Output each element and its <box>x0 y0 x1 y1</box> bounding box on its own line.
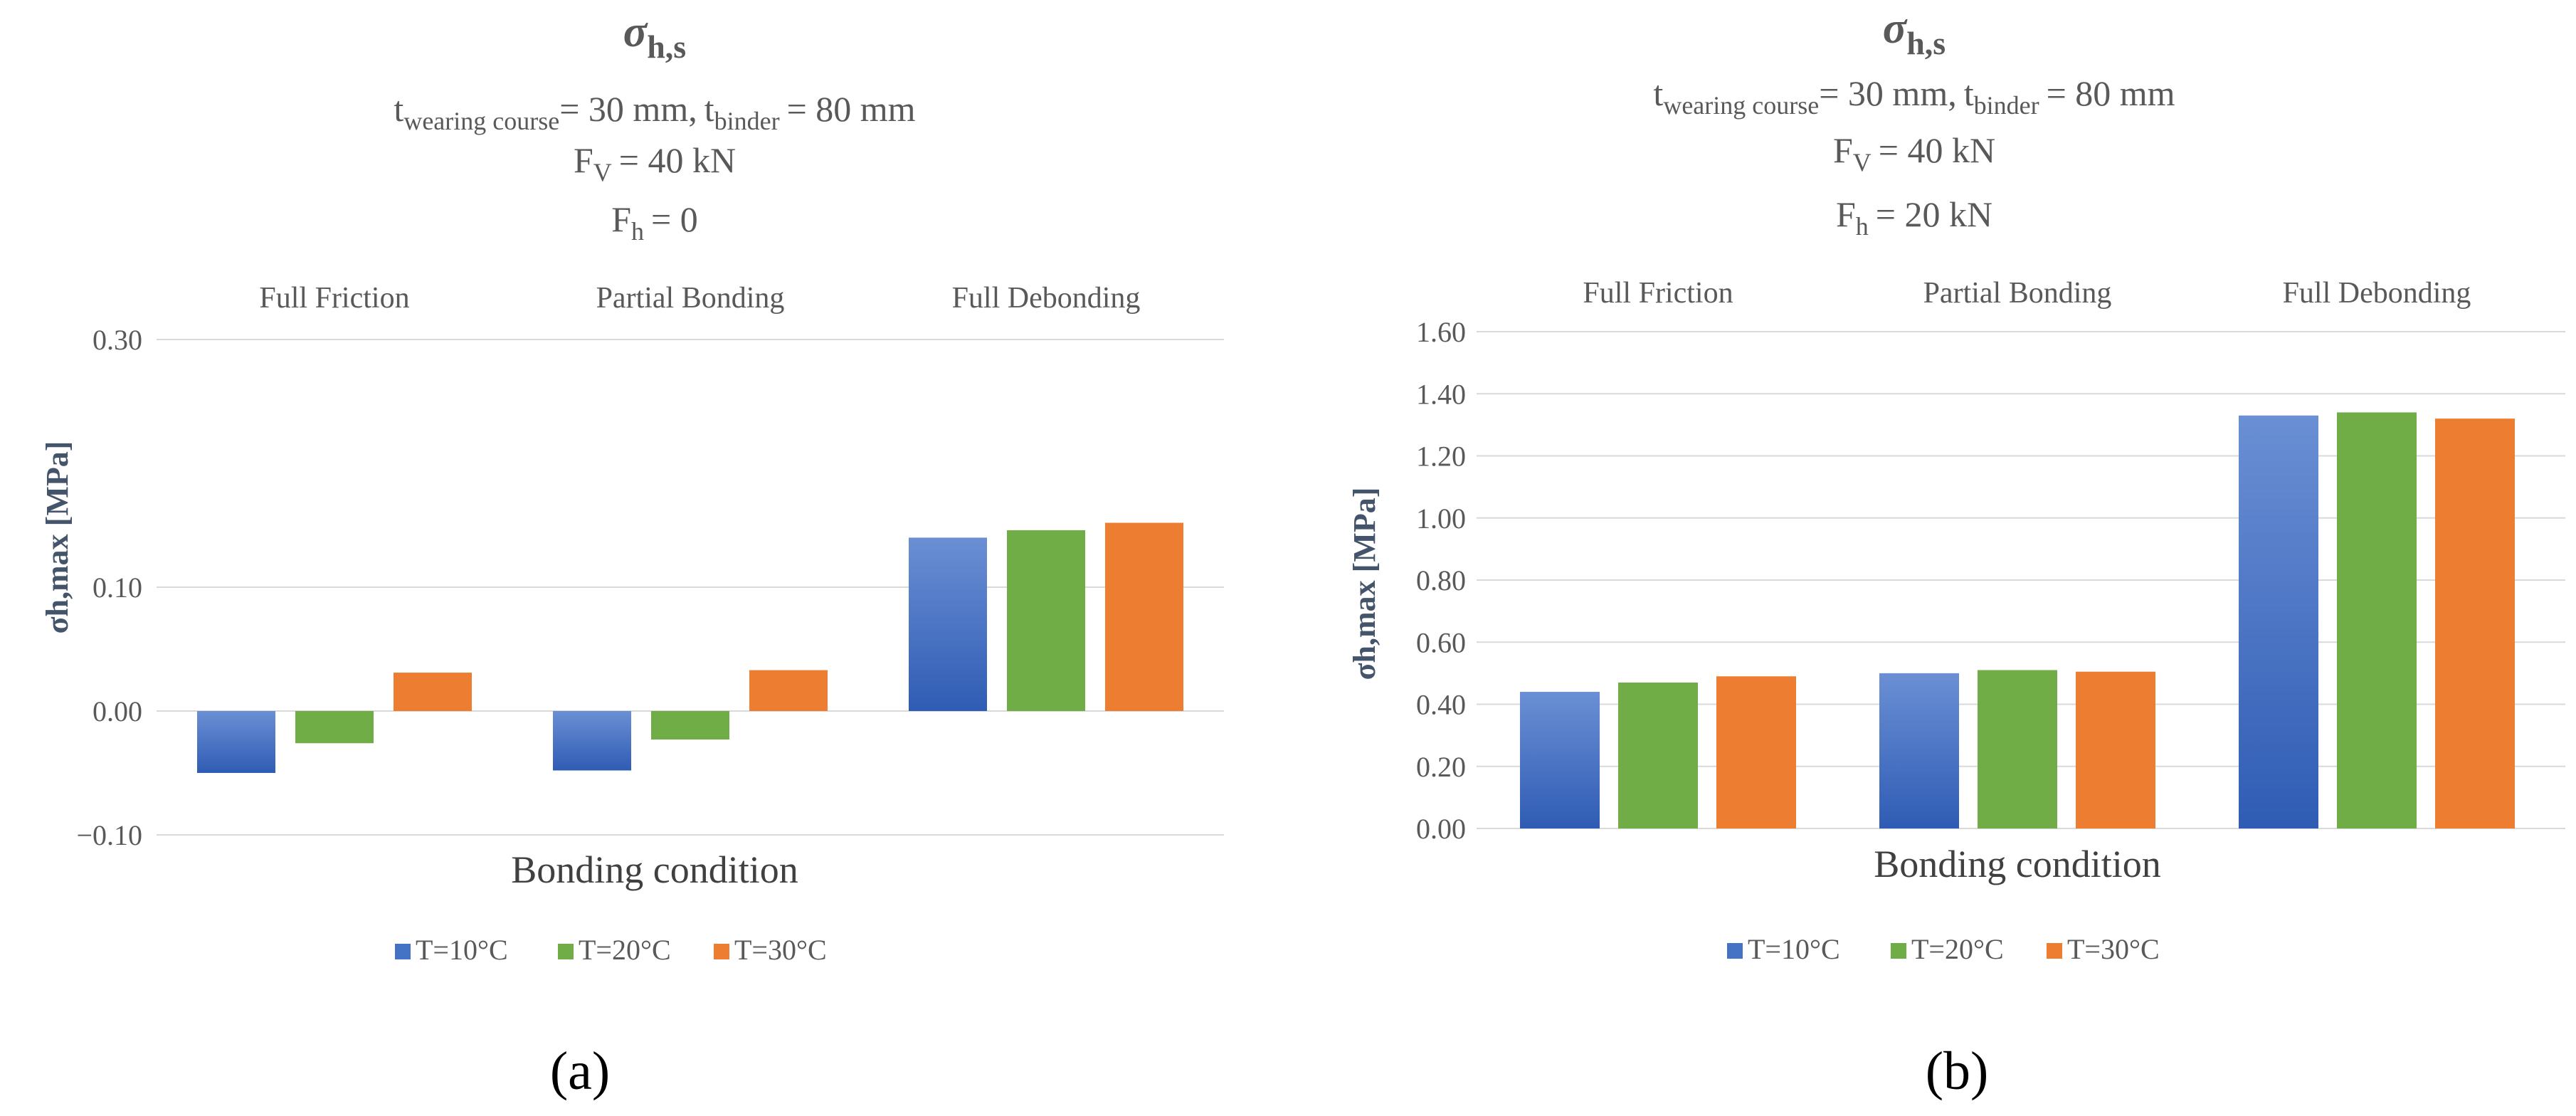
bar-full-debonding-t30 <box>1105 522 1183 711</box>
y-tick-label: 0.80 <box>1416 564 1466 596</box>
y-tick-label: 0.20 <box>1416 751 1466 783</box>
y-tick-label: 0.60 <box>1416 626 1466 658</box>
bar-partial-bonding-t20 <box>651 711 729 740</box>
thickness-params: twearing course= 30 mm, tbinder = 80 mm <box>394 89 915 135</box>
bar-full-debonding-t10 <box>909 537 987 711</box>
bar-full-friction-t10 <box>1520 692 1600 828</box>
legend-label-t30: T=30°C <box>2067 933 2160 965</box>
legend-swatch-t20 <box>558 944 574 959</box>
y-tick-label: 1.60 <box>1416 316 1466 348</box>
bar-full-debonding-t10 <box>2239 415 2318 828</box>
y-tick-label: 0.00 <box>1416 813 1466 845</box>
panel-label-b: (b) <box>1926 1041 1989 1101</box>
y-tick-label: 0.00 <box>93 695 142 727</box>
panel-label-a: (a) <box>550 1041 610 1101</box>
chart-panel-b: σh,s twearing course= 30 mm, tbinder = 80 … <box>1347 4 2565 1101</box>
y-tick-label: 0.30 <box>93 324 142 356</box>
bar-partial-bonding-t20 <box>1978 670 2057 828</box>
bar-full-friction-t30 <box>1716 676 1796 828</box>
legend-swatch-t20 <box>1891 943 1906 959</box>
category-label-partial-bonding: Partial Bonding <box>1923 277 2112 310</box>
bar-full-debonding-t20 <box>2337 412 2417 828</box>
legend-label-t20: T=20°C <box>579 934 671 966</box>
chart-title: σh,s <box>1883 4 1946 61</box>
bar-partial-bonding-t30 <box>749 670 828 711</box>
legend-swatch-t30 <box>714 944 729 959</box>
y-tick-label: 1.20 <box>1416 441 1466 473</box>
y-tick-label: 0.10 <box>93 572 142 604</box>
y-axis-label: σh,max [MPa] <box>40 441 75 634</box>
thickness-params: twearing course= 30 mm, tbinder = 80 mm <box>1653 73 2175 120</box>
vertical-force-param: FV = 40 kN <box>1833 130 1995 177</box>
legend-swatch-t10 <box>395 944 411 959</box>
x-axis-label: Bonding condition <box>1874 843 2161 885</box>
vertical-force-param: FV = 40 kN <box>574 140 736 186</box>
bar-partial-bonding-t10 <box>553 711 631 771</box>
legend-swatch-t10 <box>1727 943 1743 959</box>
bar-full-debonding-t20 <box>1007 530 1085 711</box>
y-tick-label: 0.40 <box>1416 689 1466 721</box>
category-label-full-friction: Full Friction <box>259 282 409 315</box>
category-label-full-debonding: Full Debonding <box>952 282 1141 315</box>
bar-full-friction-t30 <box>394 673 472 711</box>
horizontal-force-param: Fh = 0 <box>611 199 698 246</box>
category-label-partial-bonding: Partial Bonding <box>596 282 785 315</box>
legend-label-t30: T=30°C <box>734 934 827 966</box>
bar-full-friction-t20 <box>295 711 374 744</box>
legend-label-t10: T=10°C <box>416 934 508 966</box>
bar-full-friction-t20 <box>1618 682 1698 828</box>
legend-label-t20: T=20°C <box>1911 933 2004 965</box>
category-label-full-debonding: Full Debonding <box>2283 277 2471 310</box>
y-tick-label: 1.40 <box>1416 378 1466 410</box>
bar-full-friction-t10 <box>197 711 275 773</box>
bar-partial-bonding-t30 <box>2076 671 2155 828</box>
horizontal-force-param: Fh = 20 kN <box>1836 194 1992 241</box>
x-axis-label: Bonding condition <box>511 848 798 891</box>
chart-title: σh,s <box>623 8 686 65</box>
bar-partial-bonding-t10 <box>1879 673 1959 828</box>
category-label-full-friction: Full Friction <box>1583 277 1733 310</box>
y-tick-label: −0.10 <box>76 819 142 851</box>
y-axis-label: σh,max [MPa] <box>1347 488 1382 680</box>
legend-label-t10: T=10°C <box>1748 933 1840 965</box>
legend-swatch-t30 <box>2047 943 2062 959</box>
bar-full-debonding-t30 <box>2435 418 2515 828</box>
chart-panel-a: σh,s twearing course= 30 mm, tbinder = 80 … <box>40 8 1224 1101</box>
y-tick-label: 1.00 <box>1416 502 1466 535</box>
